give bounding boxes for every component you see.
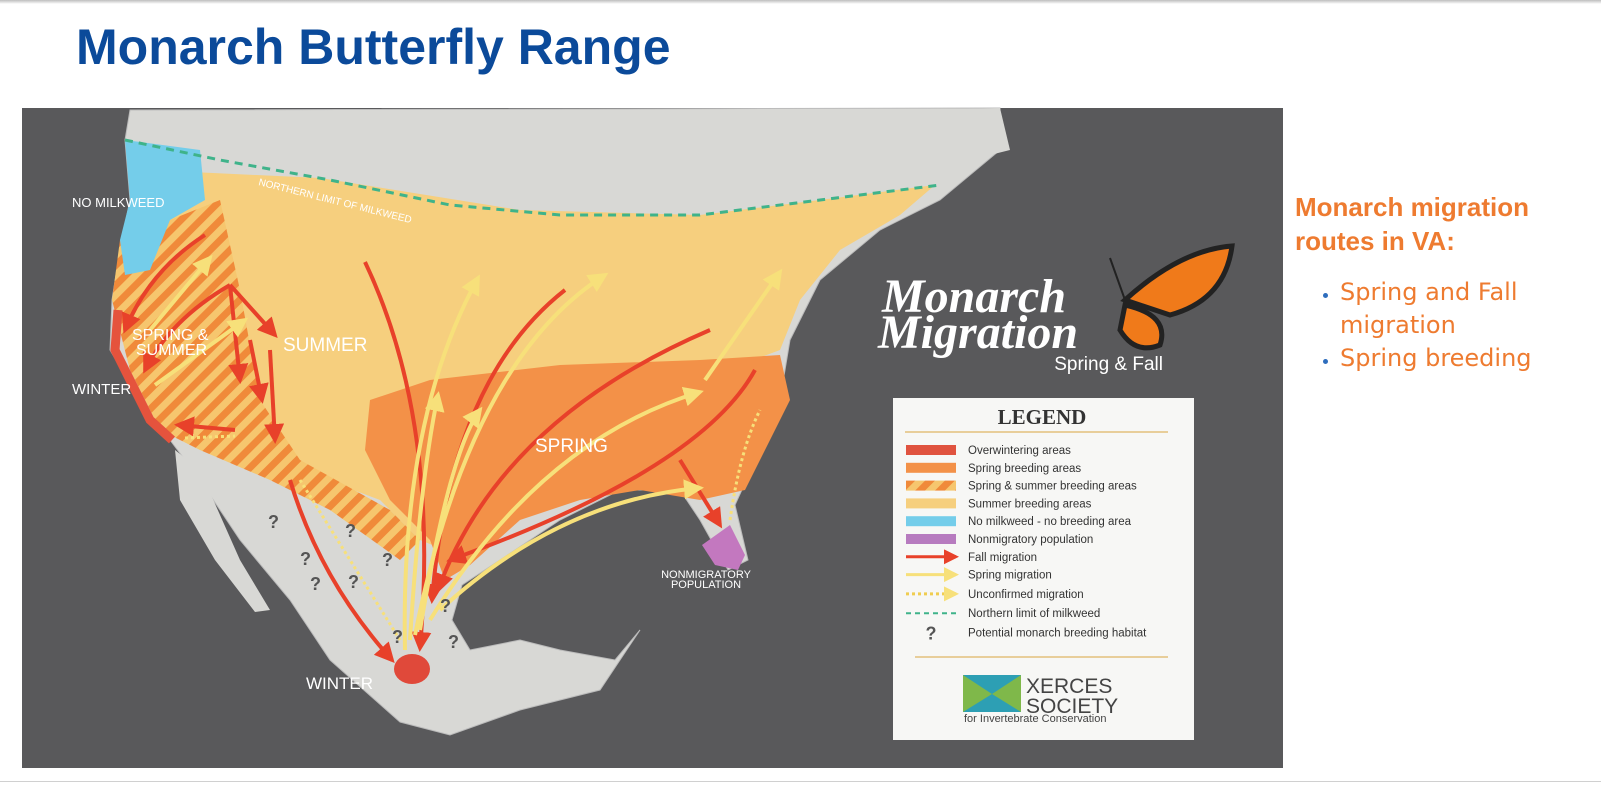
fall-route [228,283,278,338]
credit-line: SOCIETY [1026,695,1118,718]
spring-route [153,317,249,387]
map-label: SPRING [535,436,608,457]
unconfirmed-route [184,434,236,440]
butterfly-antenna [1109,257,1126,301]
map-label: NO MILKWEED [72,195,164,210]
unconfirmed-route [728,409,762,521]
map-label: WINTER [72,381,131,398]
fall-route [174,416,236,437]
unconfirmed-routes [184,409,762,641]
slide-title: Monarch Butterfly Range [76,19,671,75]
legend-item: Spring & summer breeding areas [968,481,1137,493]
legend-swatch [906,480,956,491]
question-mark: ? [348,572,359,592]
spring-route [148,254,213,332]
legend-title: LEGEND [998,405,1087,429]
summer-area [140,170,935,560]
legend-item: Unconfirmed migration [968,589,1084,601]
legend-item: Spring migration [968,570,1052,582]
bottom-line [0,781,1601,782]
legend-swatch-question: ? [926,624,937,644]
sidebar: Monarch migration routes in VA: Spring a… [1295,190,1595,375]
baja [175,450,270,612]
fall-route [143,283,232,374]
nonmigratory-area [702,525,745,570]
legend-swatch [906,498,956,509]
spring-route [428,387,704,622]
fall-route [121,233,207,334]
map-label: SPRING & [132,327,209,344]
question-mark: ? [345,521,356,541]
legend-item: Fall migration [968,552,1037,564]
butterfly [1109,243,1235,351]
legend-item: Overwintering areas [968,445,1071,457]
legend-swatch [906,534,956,544]
question-mark: ? [392,627,403,647]
legend-item: Northern limit of milkweed [968,608,1100,620]
butterfly-wing [1120,243,1235,318]
logo-mark [963,675,1021,712]
hatched-area [112,200,420,560]
question-mark: ? [448,632,459,652]
legend-item: Spring breeding areas [968,463,1081,475]
fall-route [288,479,395,663]
logo-line: Monarch [881,270,1066,323]
spring-route [438,479,704,612]
butterfly-wing [1117,302,1165,351]
map-label: SUMMER [136,342,207,359]
legend-item: Summer breeding areas [968,498,1092,510]
no-milkweed-area [120,140,205,275]
fall-route [248,339,269,404]
fall-route [264,349,285,444]
map-label: SUMMER [283,335,367,356]
legend-swatch [906,445,956,455]
question-mark: ? [310,574,321,594]
overwintering-coast [110,309,176,444]
top-bar [0,0,1601,4]
legend-swatch [906,462,956,473]
bullet-item: Spring and Fall migration [1340,276,1595,342]
question-mark: ? [440,596,451,616]
legend-swatch [906,516,956,527]
overwintering-mexico [394,654,430,684]
question-mark: ? [382,550,393,570]
question-mark: ? [268,512,279,532]
greenland [930,108,1010,160]
map-label: WINTER [306,674,373,693]
credit-line: XERCES [1026,675,1112,698]
credit-tagline: for Invertebrate Conservation [964,713,1106,725]
spring-routes [148,254,783,651]
legend-item: No milkweed - no breeding area [968,516,1132,528]
spring-route [418,406,483,631]
xerces-logo [963,675,1021,712]
fall-route [446,369,757,564]
spring-route [703,268,783,382]
bullet-item: Spring breeding [1340,342,1595,375]
sidebar-heading: Monarch migration routes in VA: [1295,192,1530,256]
map-label: POPULATION [671,579,741,591]
question-mark: ? [300,549,311,569]
milkweed-limit [124,138,941,217]
spring-route [402,274,480,651]
spring-route [408,391,445,641]
logo-line: Migration [877,306,1078,359]
legend-item: Nonmigratory population [968,534,1093,546]
logo-subtitle: Spring & Fall [1054,354,1163,375]
map-label: NONMIGRATORY [661,569,752,581]
legend-item: Potential monarch breeding habitat [968,628,1147,640]
